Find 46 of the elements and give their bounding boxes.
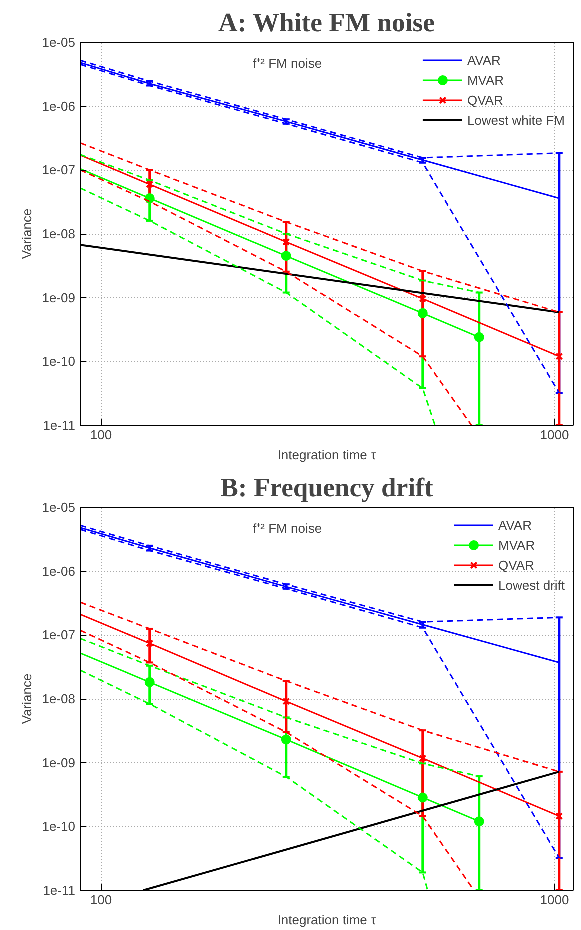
- y-tick-label: 1e-06: [42, 98, 76, 114]
- legend-label: QVAR: [498, 558, 534, 572]
- point: [281, 734, 292, 745]
- point: [281, 251, 292, 262]
- annotation: f⁺² FM noise: [253, 56, 322, 72]
- legend-label: MVAR: [498, 538, 536, 552]
- y-tick-label: 1e-11: [43, 418, 76, 433]
- y-tick-label: 1e-10: [42, 354, 76, 370]
- point: [419, 754, 427, 762]
- chart-title: B: Frequency drift: [220, 472, 434, 502]
- point: [146, 640, 154, 648]
- y-tick-label: 1e-05: [42, 35, 76, 50]
- point: [282, 238, 290, 246]
- legend-label: Lowest white FM: [467, 112, 565, 128]
- y-axis-title: Variance: [19, 674, 34, 724]
- point: [282, 698, 290, 706]
- y-tick-label: 1e-09: [42, 290, 76, 306]
- x-tick-label: 1000: [540, 892, 570, 908]
- x-axis-title: Integration time τ: [278, 912, 378, 928]
- y-axis-title: Variance: [19, 208, 34, 260]
- chart-title: A: White FM noise: [218, 8, 436, 38]
- legend-label: MVAR: [467, 72, 504, 88]
- y-tick-label: 1e-09: [42, 755, 76, 770]
- annotation: f⁺² FM noise: [253, 521, 322, 536]
- point: [556, 352, 564, 360]
- point: [556, 812, 564, 820]
- point: [418, 792, 428, 803]
- y-tick-label: 1e-05: [42, 500, 76, 515]
- x-tick-label: 1000: [540, 428, 570, 442]
- y-tick-label: 1e-10: [42, 819, 76, 834]
- legend-label: QVAR: [467, 92, 504, 108]
- x-tick-label: 100: [90, 892, 112, 908]
- legend-label: AVAR: [498, 518, 532, 532]
- x-axis-title: Integration time τ: [278, 448, 378, 462]
- point: [418, 308, 428, 318]
- y-tick-label: 1e-11: [43, 883, 76, 898]
- y-tick-label: 1e-08: [42, 692, 76, 706]
- y-tick-label: 1e-08: [42, 226, 76, 242]
- legend-label: AVAR: [467, 52, 501, 68]
- y-tick-label: 1e-07: [42, 162, 76, 178]
- y-tick-label: 1e-06: [42, 564, 76, 579]
- point: [144, 677, 155, 688]
- y-tick-label: 1e-07: [42, 628, 76, 643]
- legend-label: Lowest drift: [498, 578, 565, 592]
- x-tick-label: 100: [90, 428, 112, 442]
- point: [419, 295, 427, 303]
